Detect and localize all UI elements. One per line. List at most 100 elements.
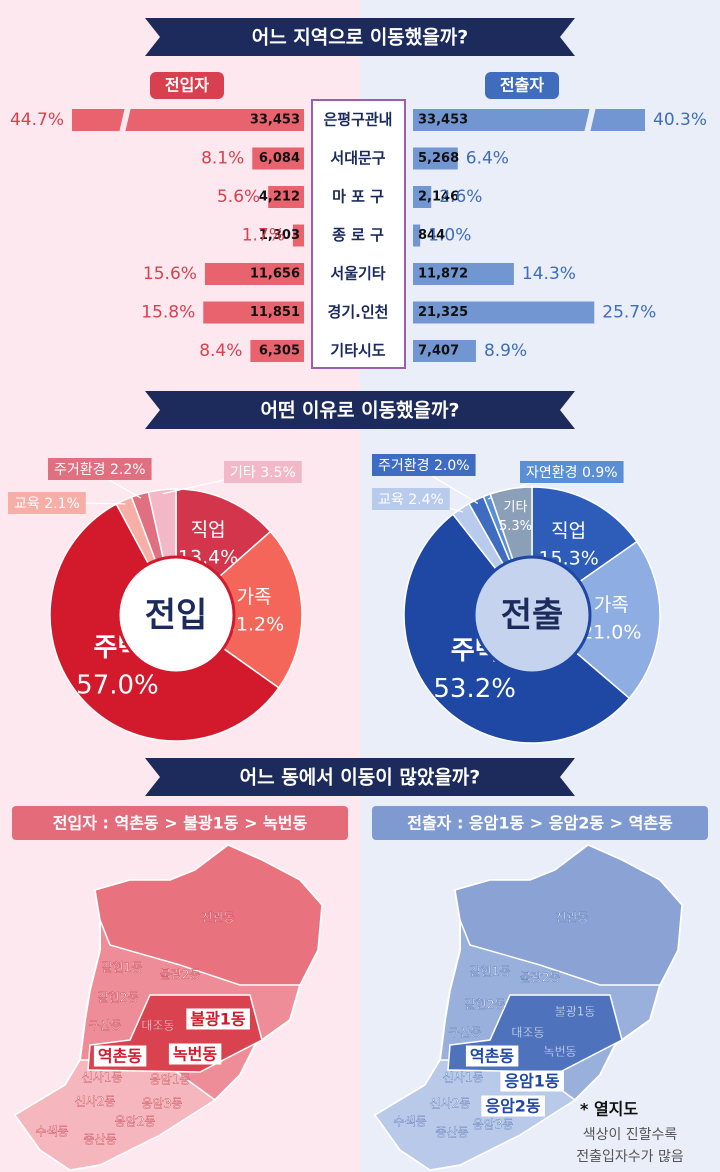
category-label: 은평구관내 — [323, 111, 392, 129]
district-label: 구산동 — [448, 1026, 481, 1040]
share-label: 15.8% — [141, 303, 195, 323]
slice-label: 주거환경 2.2% — [54, 462, 146, 478]
share-label: 15.6% — [143, 264, 197, 284]
category-label: 마 포 구 — [332, 188, 384, 206]
district-label: 응암1동 — [504, 1072, 560, 1091]
slice-name: 교육 — [14, 496, 40, 512]
label-box — [372, 488, 450, 510]
heading-ribbon — [145, 758, 575, 796]
bar — [413, 263, 514, 285]
district-highlight — [500, 1070, 564, 1092]
share-label: 8.4% — [199, 341, 242, 361]
slice-value: 0.9% — [582, 465, 618, 481]
pie-slice — [530, 540, 661, 700]
bar — [204, 263, 304, 285]
slice-value: 57.0% — [76, 671, 159, 701]
label-box — [8, 492, 86, 514]
value-label: 1,303 — [259, 228, 300, 243]
bar — [252, 147, 304, 170]
map-region — [454, 844, 683, 986]
share-label: 14.3% — [522, 264, 576, 284]
district-highlight — [186, 1008, 250, 1030]
district-label: 녹번동 — [173, 1045, 217, 1064]
bar — [413, 301, 595, 324]
district-label: 구산동 — [88, 1019, 121, 1033]
heading: 어느 지역으로 이동했을까? — [252, 27, 469, 49]
bar — [268, 186, 304, 208]
share-label: 1.7% — [242, 226, 285, 246]
slice-name: 교육 — [378, 492, 404, 508]
district-label: 녹번동 — [543, 1045, 576, 1059]
pie-title: 전입 — [145, 596, 208, 636]
slice-value: 21.2% — [224, 614, 284, 636]
district-label: 역촌동 — [470, 1047, 514, 1066]
bar — [413, 147, 458, 170]
slice-value: 5.3% — [499, 519, 532, 534]
district-highlight — [465, 1045, 519, 1067]
share-label: 8.1% — [201, 149, 244, 169]
pie-center — [116, 555, 236, 675]
slice-label: 교육 2.1% — [14, 496, 80, 512]
slice-value: 2.0% — [434, 458, 470, 474]
value-label: 6,084 — [259, 151, 300, 166]
note-line: 전출입자수가 많음 — [576, 1149, 684, 1165]
district-label: 응암1동 — [150, 1073, 191, 1087]
share-label: 6.4% — [466, 149, 509, 169]
heading: 어떤 이유로 이동했을까? — [260, 400, 459, 422]
slice-label: 자연환경 0.9% — [526, 465, 618, 481]
heading-ribbon — [145, 391, 575, 429]
label-box — [520, 461, 624, 483]
value-label: 21,325 — [418, 305, 468, 320]
slice-value: 53.2% — [433, 674, 516, 704]
district-label: 갈현2동 — [98, 991, 139, 1005]
district-label: 역촌동 — [98, 1047, 142, 1066]
bar — [413, 224, 421, 247]
map-title: 전출자 : 응암1동 > 응암2동 > 역촌동 — [407, 814, 673, 833]
pie-title: 전출 — [501, 596, 564, 636]
category-label: 종 로 구 — [332, 226, 384, 244]
value-label: 11,656 — [250, 267, 300, 282]
value-label: 2,146 — [418, 190, 459, 205]
district-label: 신사1동 — [82, 1071, 123, 1085]
district-highlight — [481, 1095, 545, 1117]
district-label: 갈현2동 — [465, 998, 506, 1012]
category-label: 서대문구 — [330, 149, 385, 167]
slice-value: 2.2% — [110, 462, 146, 478]
bar — [413, 186, 432, 208]
slice-label: 교육 2.4% — [378, 492, 444, 508]
slice-value: 3.5% — [260, 465, 296, 481]
district-label: 증산동 — [435, 1126, 468, 1140]
district-highlight — [93, 1045, 147, 1067]
district-label: 신사2동 — [430, 1097, 471, 1111]
district-label: 대조동 — [141, 1019, 174, 1033]
legend-label: 전출자 — [500, 76, 544, 95]
value-label: 11,851 — [250, 305, 300, 320]
note-line: 색상이 진할수록 — [583, 1127, 678, 1143]
slice-label: 기타 3.5% — [230, 465, 296, 481]
bar — [203, 301, 304, 324]
value-label: 844 — [418, 228, 445, 243]
map-title-bar — [372, 806, 708, 840]
slice-value: 21.0% — [581, 622, 641, 644]
value-label: 4,212 — [259, 190, 300, 205]
value-label: 11,872 — [418, 267, 468, 282]
value-label: 7,407 — [418, 344, 459, 359]
axis-break — [119, 107, 131, 133]
note-mark: * 열지도 — [580, 1100, 638, 1119]
value-label: 33,453 — [250, 113, 300, 128]
share-label: 1.0% — [428, 226, 471, 246]
bar — [72, 109, 304, 131]
district-label: 신사1동 — [443, 1071, 484, 1085]
value-label: 5,268 — [418, 151, 459, 166]
slice-name: 가족 — [237, 586, 272, 608]
axis-break — [584, 107, 596, 133]
bar — [292, 224, 304, 247]
share-label: 2.6% — [439, 187, 482, 207]
district-label: 불광1동 — [555, 1005, 596, 1019]
district-label: 대조동 — [511, 1026, 544, 1040]
category-box — [311, 99, 406, 369]
category-label: 서울기타 — [330, 265, 385, 283]
heading: 어느 동에서 이동이 많았을까? — [240, 767, 481, 789]
